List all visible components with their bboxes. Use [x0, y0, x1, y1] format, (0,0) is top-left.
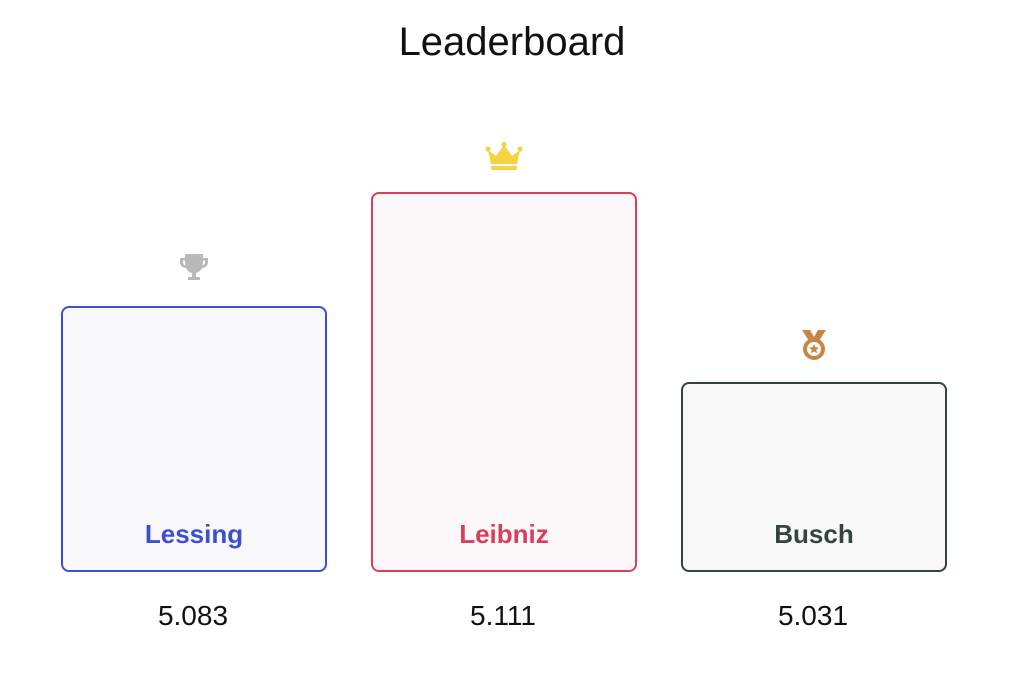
score-third: 5.031: [777, 600, 849, 631]
medal-icon: [798, 328, 830, 362]
podium-name-second: Lessing: [144, 519, 244, 549]
podium-name-third: Busch: [774, 519, 854, 549]
score-first: 5.111: [470, 600, 536, 631]
podium-first-place: Leibniz: [371, 192, 637, 572]
score-second: 5.083: [157, 600, 229, 631]
trophy-icon: [177, 250, 211, 284]
podium-second-place: Lessing: [61, 306, 327, 572]
crown-icon: [484, 140, 524, 174]
page-title: Leaderboard: [398, 20, 626, 64]
podium-name-first: Leibniz: [459, 519, 549, 549]
podium-third-place: Busch: [681, 382, 947, 572]
